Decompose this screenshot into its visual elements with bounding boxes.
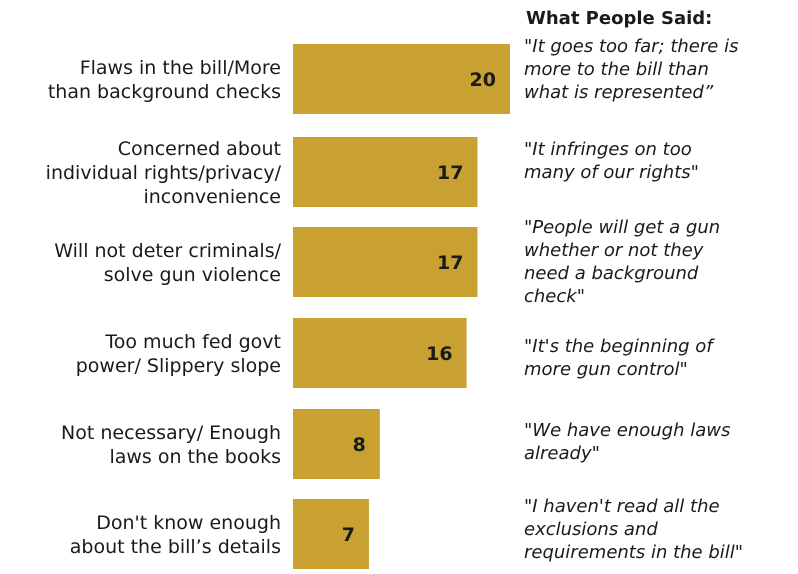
value-label-5: 8 — [353, 434, 366, 456]
quote-3: "People will get a gun whether or not the… — [524, 217, 720, 307]
category-label-2: Concerned about individual rights/privacy… — [46, 138, 282, 208]
bar-2 — [293, 137, 478, 207]
bar-1 — [293, 44, 510, 114]
category-label-4: Too much fed govt power/ Slippery slope — [76, 331, 281, 377]
value-label-3: 17 — [437, 252, 463, 274]
value-label-1: 20 — [470, 69, 496, 91]
bar-4 — [293, 318, 467, 388]
quote-2: "It infringes on too many of our rights" — [524, 139, 699, 183]
category-labels: Flaws in the bill/More than background ch… — [46, 57, 282, 558]
value-label-4: 16 — [426, 343, 452, 365]
quote-6: "I haven't read all the exclusions and req… — [524, 496, 743, 563]
category-label-3: Will not deter criminals/solve gun viole… — [54, 240, 281, 286]
category-label-5: Not necessary/ Enough laws on the books — [61, 422, 281, 468]
sidebar-heading: What People Said: — [526, 8, 712, 29]
quote-4: "It's the beginning of more gun control" — [524, 336, 715, 380]
value-label-2: 17 — [437, 162, 463, 184]
category-label-1: Flaws in the bill/More than background ch… — [48, 57, 281, 103]
category-label-6: Don't know enough about the bill’s detail… — [70, 512, 281, 558]
quote-5: "We have enough laws already" — [524, 420, 730, 464]
value-labels: 20 17 17 16 8 7 — [342, 69, 496, 546]
bars-layer — [293, 44, 510, 569]
value-label-6: 7 — [342, 524, 355, 546]
quotes-sidebar: What People Said: "It goes too far; ther… — [524, 8, 743, 563]
bar-3 — [293, 227, 478, 297]
bar-6 — [293, 499, 369, 569]
quote-1: "It goes too far; there is more to the bi… — [524, 36, 738, 103]
bar-5 — [293, 409, 380, 479]
